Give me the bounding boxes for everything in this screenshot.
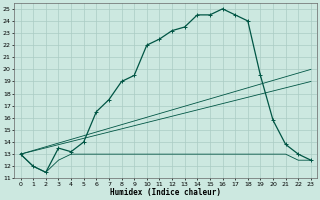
X-axis label: Humidex (Indice chaleur): Humidex (Indice chaleur) [110, 188, 221, 197]
